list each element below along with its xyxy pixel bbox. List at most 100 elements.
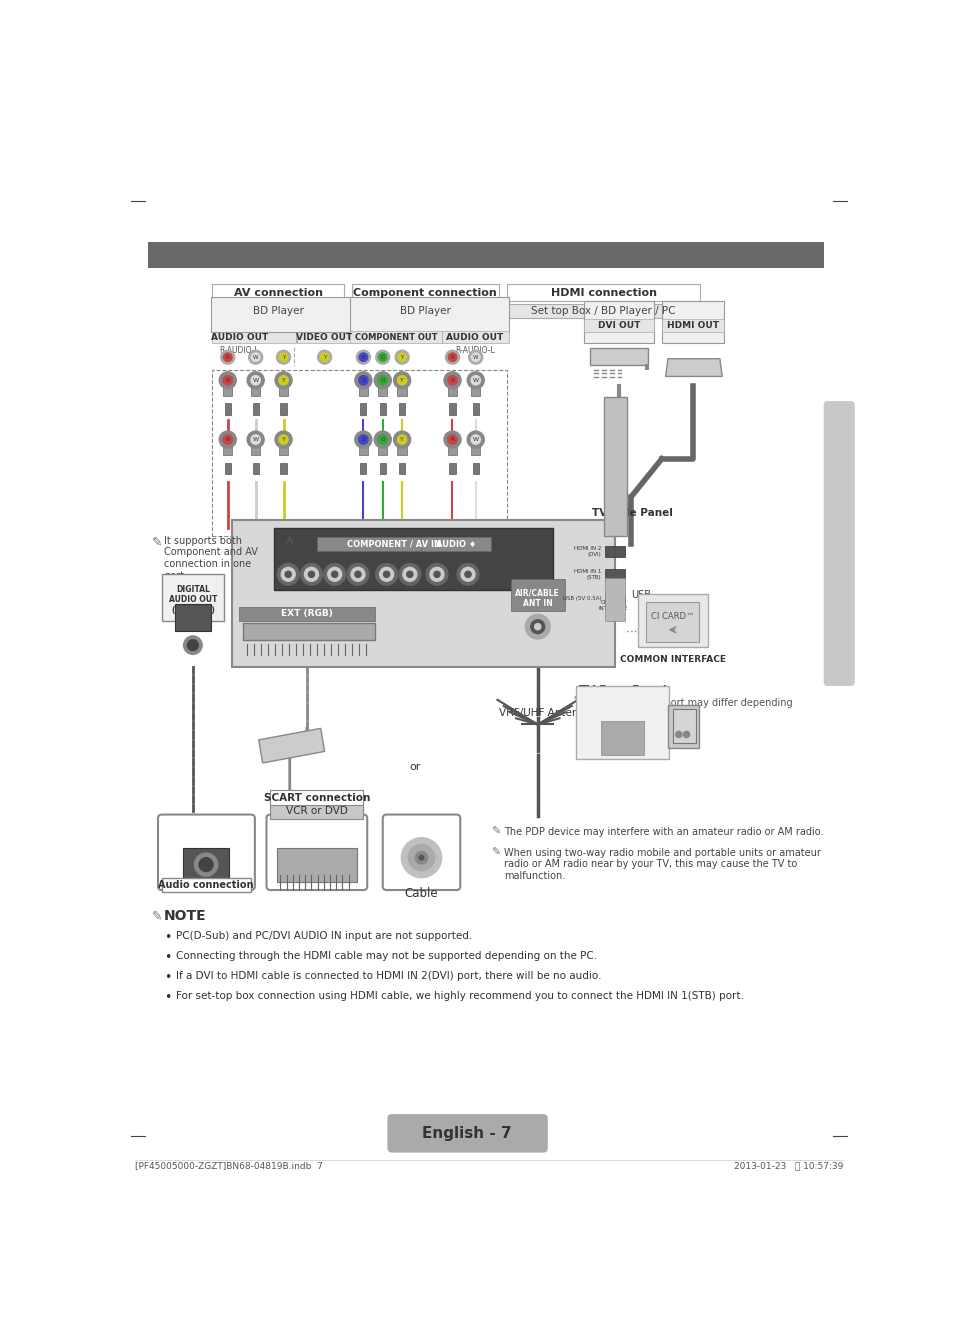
Circle shape [464, 571, 471, 577]
Bar [590, 347, 647, 365]
Text: B: B [361, 437, 365, 443]
Text: USB (5V 0.5A): USB (5V 0.5A) [562, 597, 600, 601]
Bar [667, 705, 699, 748]
Bar [183, 848, 229, 882]
Circle shape [183, 635, 202, 654]
Bar [358, 436, 368, 454]
Text: 2013-01-23   图 10:57:39: 2013-01-23 图 10:57:39 [733, 1161, 842, 1170]
Circle shape [252, 353, 259, 362]
Polygon shape [665, 359, 721, 376]
Text: Y: Y [399, 437, 404, 443]
Text: •: • [164, 971, 172, 984]
Bar [604, 593, 624, 605]
Circle shape [460, 568, 475, 581]
Circle shape [530, 620, 544, 634]
FancyBboxPatch shape [158, 815, 254, 890]
Text: The PDP device may interfere with an amateur radio or AM radio.: The PDP device may interfere with an ama… [503, 827, 822, 838]
Text: SCART connection: SCART connection [263, 793, 370, 803]
Text: EXT: EXT [300, 848, 333, 863]
Bar [472, 403, 478, 415]
Circle shape [223, 353, 232, 362]
FancyBboxPatch shape [266, 815, 367, 890]
Text: G: G [380, 354, 384, 359]
Text: Connections: Connections [417, 246, 553, 264]
Text: Cable: Cable [404, 888, 437, 901]
Circle shape [395, 350, 409, 365]
Text: AUDIO OUT: AUDIO OUT [211, 333, 268, 342]
Circle shape [398, 564, 420, 585]
Text: G: G [380, 437, 385, 443]
Bar [148, 243, 822, 268]
Bar [600, 721, 643, 756]
Circle shape [355, 431, 372, 448]
Circle shape [406, 571, 413, 577]
Circle shape [358, 435, 368, 444]
Text: R: R [450, 437, 455, 443]
Bar [211, 297, 354, 332]
Text: OPTICAL: OPTICAL [170, 848, 242, 863]
Circle shape [351, 568, 365, 581]
Bar [278, 376, 288, 396]
Circle shape [278, 435, 288, 444]
Circle shape [467, 371, 484, 388]
Circle shape [374, 371, 391, 388]
Bar [447, 436, 456, 454]
Circle shape [397, 375, 406, 384]
Circle shape [355, 571, 360, 577]
Text: Set top Box / BD Player / PC: Set top Box / BD Player / PC [531, 306, 675, 316]
Text: Y: Y [282, 354, 285, 359]
Text: It supports both
Component and AV
connection in one
port.: It supports both Component and AV connec… [164, 536, 258, 581]
Text: Y: Y [323, 354, 326, 359]
Circle shape [320, 353, 329, 362]
Text: English - 7: English - 7 [422, 1125, 512, 1141]
Text: ✎: ✎ [576, 697, 585, 708]
Circle shape [220, 350, 234, 365]
Bar [360, 462, 366, 474]
Bar [398, 403, 405, 415]
Bar [274, 528, 553, 589]
Text: USB: USB [630, 590, 650, 600]
Bar [472, 462, 478, 474]
Circle shape [682, 732, 689, 737]
Text: TV Rear Panel: TV Rear Panel [578, 684, 666, 695]
Text: R-AUDIO-L: R-AUDIO-L [219, 346, 259, 355]
Text: ✎: ✎ [152, 536, 162, 548]
Circle shape [347, 564, 369, 585]
Text: or: or [409, 762, 420, 771]
Text: Y: Y [281, 378, 285, 383]
Circle shape [375, 350, 390, 365]
Text: R-AUDIO-L: R-AUDIO-L [455, 346, 495, 355]
Bar [352, 284, 498, 301]
Bar [510, 579, 564, 612]
Circle shape [610, 728, 619, 737]
Text: AUDIO OUT: AUDIO OUT [446, 333, 503, 342]
Circle shape [281, 568, 294, 581]
Text: DVI OUT: DVI OUT [598, 321, 639, 330]
Circle shape [430, 568, 443, 581]
Bar [212, 304, 344, 318]
Circle shape [276, 350, 291, 365]
Circle shape [675, 732, 681, 737]
Bar [506, 304, 700, 318]
Bar [379, 403, 385, 415]
Circle shape [358, 353, 367, 362]
Text: •: • [164, 991, 172, 1004]
Bar [316, 538, 472, 551]
Text: AUDIO ♦: AUDIO ♦ [436, 540, 476, 548]
Bar [232, 520, 615, 667]
Circle shape [375, 564, 397, 585]
Text: AIR/CABLE
ANT IN: AIR/CABLE ANT IN [515, 588, 559, 608]
FancyBboxPatch shape [822, 402, 854, 686]
Circle shape [408, 844, 435, 871]
Bar [604, 546, 624, 557]
Text: Connecting through the HDMI cable may not be supported depending on the PC.: Connecting through the HDMI cable may no… [175, 951, 597, 960]
Circle shape [383, 571, 390, 577]
Bar [583, 694, 661, 756]
Bar [449, 403, 456, 415]
Bar [174, 604, 211, 631]
Text: ✎: ✎ [491, 827, 500, 838]
Circle shape [247, 431, 264, 448]
Text: ✎: ✎ [152, 909, 162, 922]
Bar [239, 606, 375, 621]
Bar [398, 462, 405, 474]
